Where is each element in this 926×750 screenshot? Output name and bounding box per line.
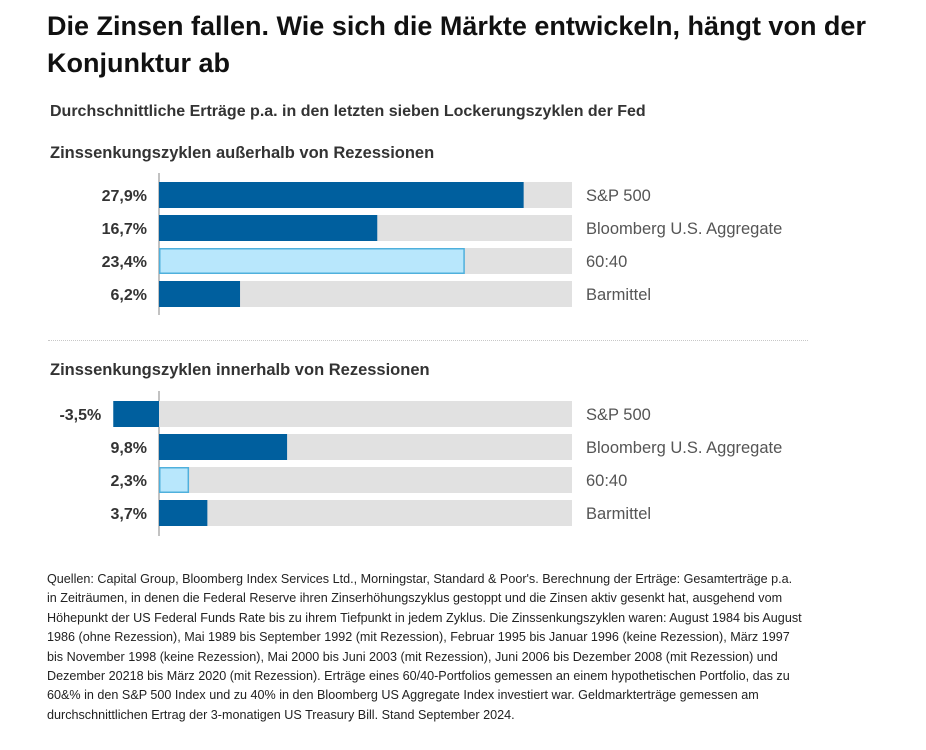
bar [159, 182, 524, 208]
bar-row: 16,7% Bloomberg U.S. Aggregate [102, 215, 782, 241]
bar [159, 281, 241, 307]
section-divider [48, 340, 808, 341]
value-label: 16,7% [102, 221, 147, 238]
panel-title-inside-recession: Zinssenkungszyklen innerhalb von Rezessi… [50, 361, 430, 379]
bar [159, 467, 190, 493]
bar-chart-inside-recession: -3,5% S&P 500 9,8% Bloomberg U.S. Aggregate… [59, 391, 782, 536]
category-label: Barmittel [586, 505, 651, 523]
bar-track [159, 467, 572, 493]
bar-row: 9,8% Bloomberg U.S. Aggregate [111, 434, 782, 460]
value-label: 27,9% [102, 188, 147, 205]
value-label: 23,4% [102, 254, 147, 271]
bar [159, 248, 465, 274]
bar [159, 434, 288, 460]
footnote-sources: Quellen: Capital Group, Bloomberg Index … [47, 572, 802, 722]
value-label: 3,7% [111, 506, 147, 523]
bar-track [159, 401, 572, 427]
bar-row: 3,7% Barmittel [111, 500, 651, 526]
bar [159, 500, 208, 526]
category-label: S&P 500 [586, 406, 651, 424]
bar [113, 401, 159, 427]
bar-row: 2,3% 60:40 [111, 467, 627, 493]
bar-row: 27,9% S&P 500 [102, 182, 651, 208]
value-label: -3,5% [59, 407, 101, 424]
bar-chart-outside-recession: 27,9% S&P 500 16,7% Bloomberg U.S. Aggregat… [102, 173, 782, 315]
value-label: 6,2% [111, 287, 147, 304]
category-label: Bloomberg U.S. Aggregate [586, 220, 782, 238]
bar-row: 6,2% Barmittel [111, 281, 651, 307]
bar [159, 215, 378, 241]
category-label: S&P 500 [586, 187, 651, 205]
category-label: 60:40 [586, 253, 627, 271]
bar-row: 23,4% 60:40 [102, 248, 627, 274]
category-label: Barmittel [586, 286, 651, 304]
category-label: Bloomberg U.S. Aggregate [586, 439, 782, 457]
value-label: 9,8% [111, 440, 147, 457]
page-title: Die Zinsen fallen. Wie sich die Märkte e… [47, 11, 866, 78]
bar-track [159, 500, 572, 526]
panel-title-outside-recession: Zinssenkungszyklen außerhalb von Rezessi… [50, 144, 435, 162]
bar-row: -3,5% S&P 500 [59, 401, 651, 427]
chart-subtitle: Durchschnittliche Erträge p.a. in den le… [50, 103, 646, 120]
value-label: 2,3% [111, 473, 147, 490]
category-label: 60:40 [586, 472, 627, 490]
